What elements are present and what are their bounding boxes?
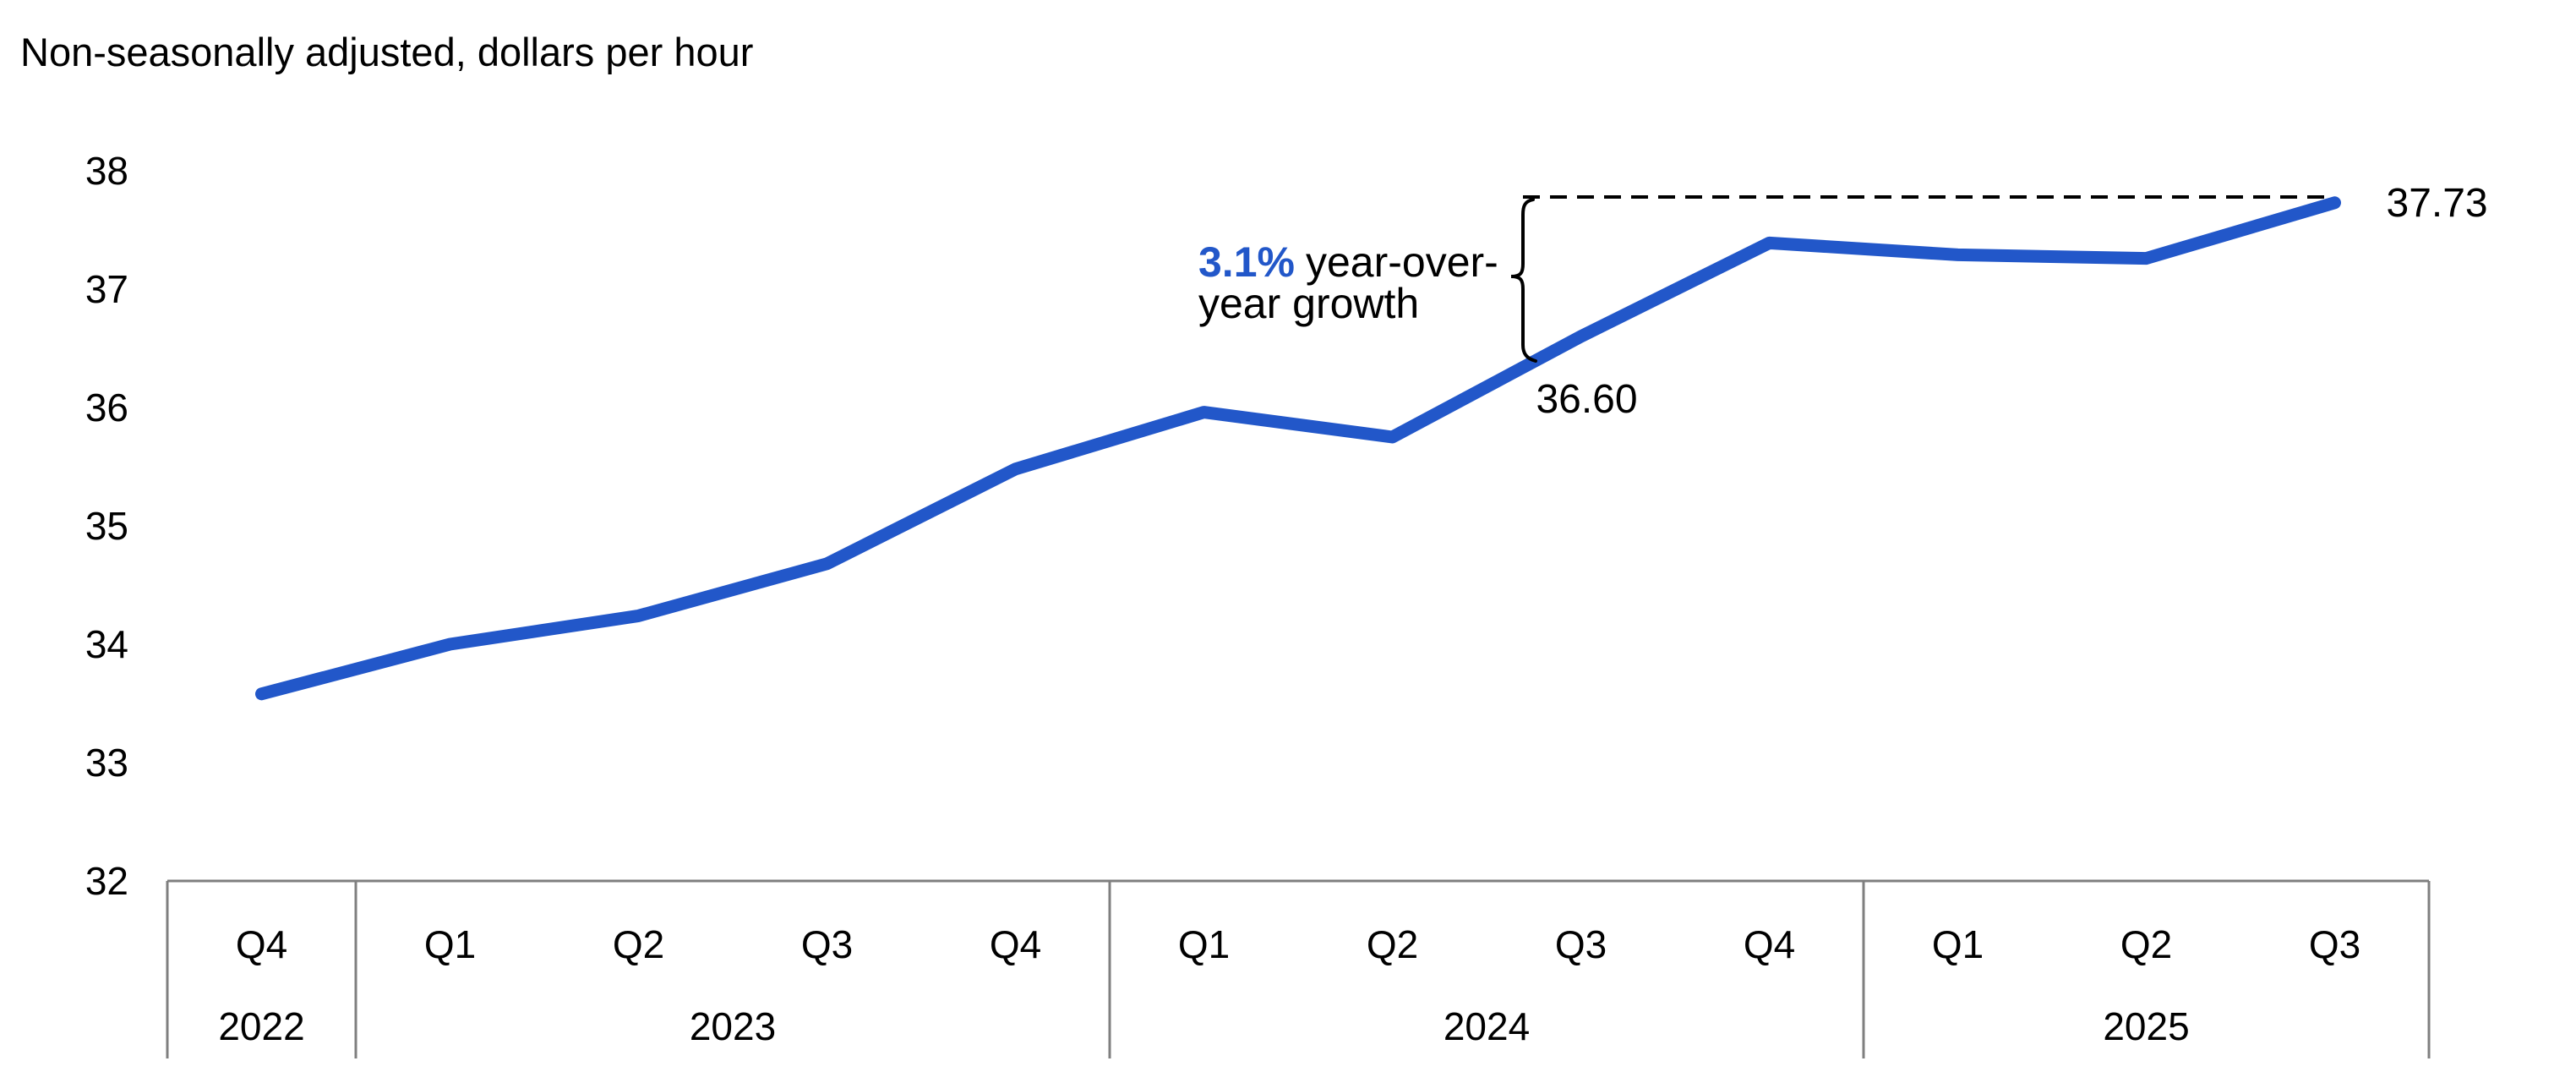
quarter-label: Q4 — [236, 922, 287, 966]
y-tick-label: 33 — [85, 741, 128, 785]
quarter-label: Q4 — [990, 922, 1041, 966]
chart-title: Non-seasonally adjusted, dollars per hou… — [20, 30, 754, 74]
y-tick-label: 38 — [85, 149, 128, 193]
yoy-growth-annotation-line1: 3.1% year-over- — [1198, 238, 1498, 286]
quarter-label: Q1 — [424, 922, 476, 966]
quarter-label: Q3 — [1555, 922, 1607, 966]
yoy-growth-annotation-line2: year growth — [1198, 280, 1419, 327]
quarter-label: Q3 — [801, 922, 853, 966]
data-point-value-label: 36.60 — [1536, 377, 1637, 422]
data-point-value-labels: 36.60 37.73 — [1536, 181, 2487, 422]
quarter-label: Q3 — [2309, 922, 2360, 966]
axis-line-path — [166, 879, 2431, 1058]
data-point-value-label: 37.73 — [2387, 181, 2488, 226]
y-tick-label: 36 — [85, 386, 128, 429]
yoy-growth-percent: 3.1% — [1198, 238, 1295, 286]
wage-line — [255, 196, 2341, 701]
quarter-label: Q1 — [1178, 922, 1230, 966]
y-tick-label: 37 — [85, 267, 128, 311]
x-axis-quarter-labels: Q4 Q1 Q2 Q3 Q4 Q1 Q2 Q3 Q4 Q1 Q2 Q3 — [236, 922, 2360, 966]
y-tick-label: 34 — [85, 622, 128, 666]
y-axis-tick-labels: 38 37 36 35 34 33 32 — [85, 149, 128, 903]
y-tick-label: 35 — [85, 504, 128, 548]
yoy-growth-text-line1: year-over- — [1306, 238, 1498, 286]
year-label: 2023 — [690, 1004, 776, 1048]
quarter-label: Q2 — [1367, 922, 1418, 966]
quarter-label: Q4 — [1744, 922, 1795, 966]
quarter-label: Q1 — [1932, 922, 1984, 966]
year-label: 2025 — [2103, 1004, 2189, 1048]
year-label: 2024 — [1444, 1004, 1530, 1048]
y-tick-label: 32 — [85, 859, 128, 903]
x-axis-year-labels: 2022 2023 2024 2025 — [218, 1004, 2189, 1048]
x-axis-period-table-lines — [166, 879, 2431, 1058]
wage-series-line — [255, 196, 2341, 701]
year-label: 2022 — [218, 1004, 304, 1048]
quarter-label: Q2 — [613, 922, 664, 966]
yoy-growth-bracket — [1510, 198, 1537, 363]
quarter-label: Q2 — [2120, 922, 2172, 966]
